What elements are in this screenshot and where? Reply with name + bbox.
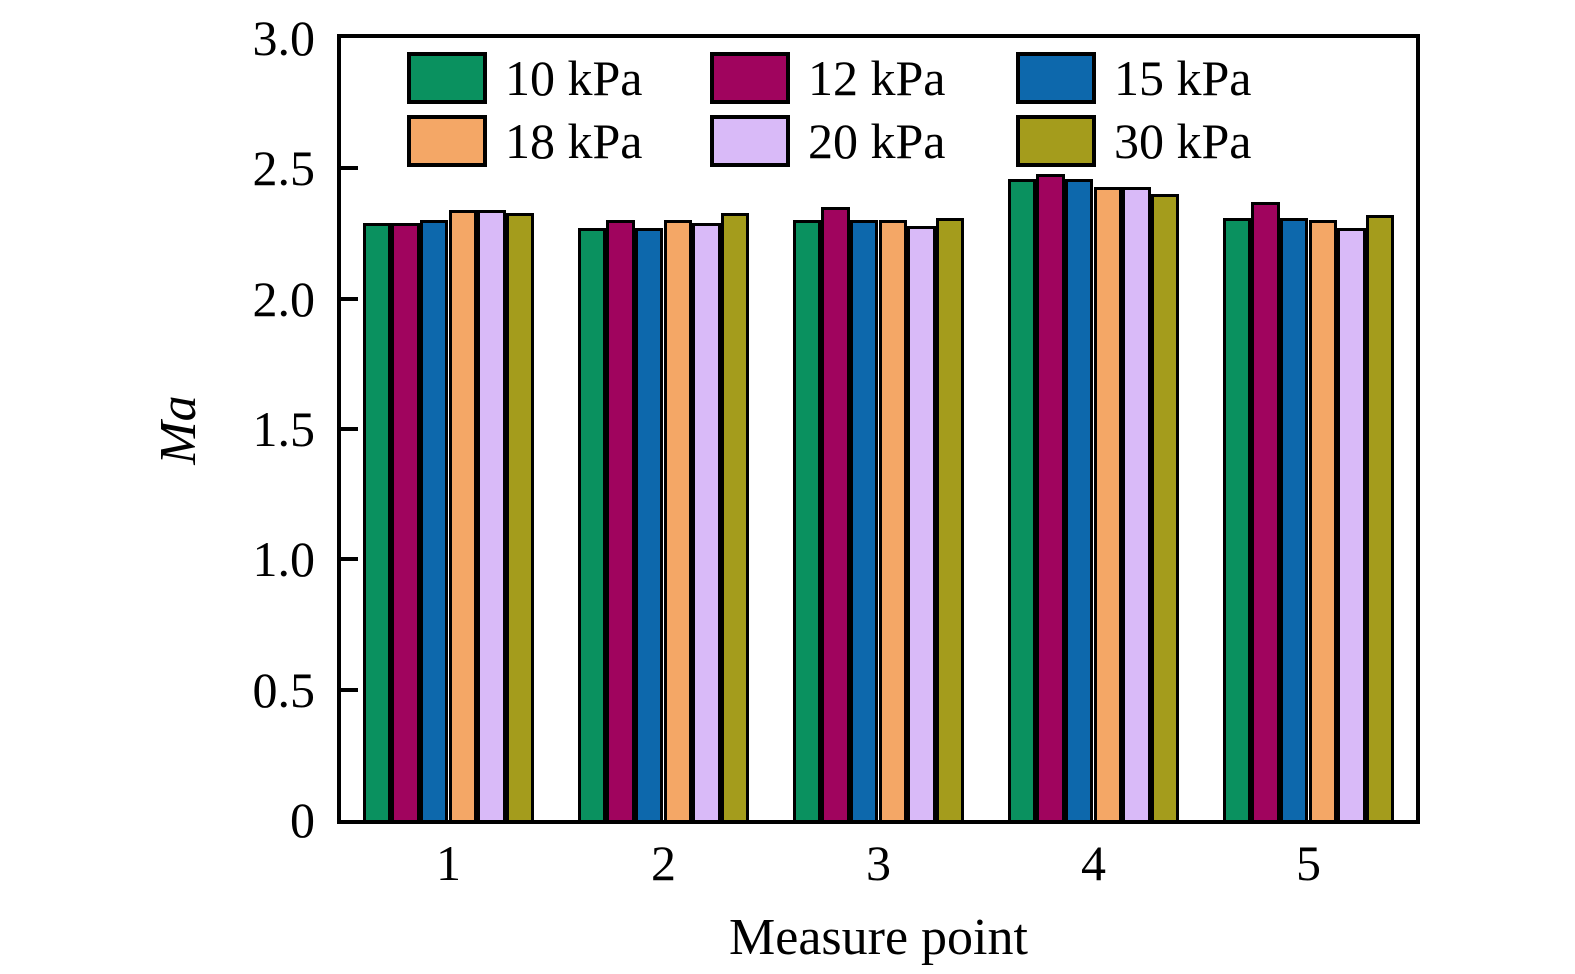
legend-label-15kpa: 15 kPa [1114, 50, 1252, 106]
y-tick-2.5 [341, 166, 358, 171]
legend-swatch-18kpa [407, 115, 487, 167]
legend-label-30kpa: 30 kPa [1114, 113, 1252, 169]
bar-18kpa-mp4 [1093, 186, 1123, 820]
legend-entry-18kpa: 18 kPa [407, 115, 643, 167]
bar-15kpa-mp3 [849, 220, 879, 820]
x-axis-label-text: Measure point [729, 909, 1028, 966]
bar-20kpa-mp5 [1337, 228, 1366, 820]
bar-10kpa-mp4 [1007, 178, 1037, 820]
legend-label-20kpa: 20 kPa [808, 113, 946, 169]
y-tick-1.5 [341, 427, 358, 431]
bar-30kpa-mp5 [1365, 215, 1395, 820]
bar-12kpa-mp1 [391, 223, 420, 820]
bar-18kpa-mp1 [448, 210, 478, 820]
bar-10kpa-mp1 [362, 223, 392, 820]
y-tick-label-2.5: 2.5 [252, 140, 316, 197]
x-tick-label-1: 1 [436, 835, 461, 891]
bar-20kpa-mp3 [907, 225, 936, 820]
bar-18kpa-mp2 [663, 220, 693, 820]
bar-15kpa-mp1 [419, 220, 449, 820]
bar-18kpa-mp5 [1308, 220, 1338, 820]
legend-entry-10kpa: 10 kPa [407, 52, 643, 104]
y-tick-label-2.0: 2.0 [252, 270, 316, 327]
legend-entry-20kpa: 20 kPa [710, 115, 946, 167]
bar-30kpa-mp3 [935, 217, 965, 820]
bar-15kpa-mp4 [1064, 178, 1094, 820]
bar-30kpa-mp4 [1150, 194, 1180, 820]
bar-30kpa-mp1 [505, 212, 535, 820]
bar-12kpa-mp3 [821, 207, 850, 820]
x-tick-label-5: 5 [1296, 835, 1321, 891]
y-tick-label-0.5: 0.5 [252, 661, 316, 718]
bar-12kpa-mp2 [606, 220, 635, 820]
legend-swatch-12kpa [710, 52, 790, 104]
legend-label-12kpa: 12 kPa [808, 50, 946, 106]
bar-10kpa-mp2 [577, 228, 607, 820]
x-axis-label: Measure point [337, 908, 1420, 967]
bar-12kpa-mp5 [1251, 202, 1280, 820]
x-tick-label-4: 4 [1081, 835, 1106, 891]
legend-swatch-10kpa [407, 52, 487, 104]
y-tick-label-0: 0 [290, 792, 315, 848]
y-tick-label-3.0: 3.0 [252, 10, 316, 66]
bar-20kpa-mp4 [1122, 186, 1151, 820]
bar-18kpa-mp3 [878, 220, 908, 820]
legend-swatch-15kpa [1016, 52, 1096, 104]
bar-15kpa-mp2 [634, 228, 664, 820]
legend-label-10kpa: 10 kPa [505, 50, 643, 106]
legend-entry-30kpa: 30 kPa [1016, 115, 1252, 167]
legend-swatch-20kpa [710, 115, 790, 167]
y-tick-label-1.0: 1.0 [252, 531, 316, 588]
bar-10kpa-mp3 [792, 220, 822, 820]
bar-20kpa-mp2 [692, 223, 721, 820]
y-tick-2.0 [341, 296, 358, 301]
bar-20kpa-mp1 [477, 210, 506, 820]
x-tick-label-2: 2 [651, 835, 676, 891]
legend-swatch-30kpa [1016, 115, 1096, 167]
bar-15kpa-mp5 [1279, 217, 1309, 820]
plot-area: 10 kPa 12 kPa 15 kPa 18 kPa 20 kPa 30 kPa [337, 34, 1420, 824]
y-tick-1.0 [341, 557, 358, 562]
bar-10kpa-mp5 [1222, 217, 1252, 820]
legend-entry-15kpa: 15 kPa [1016, 52, 1252, 104]
legend-label-18kpa: 18 kPa [505, 113, 643, 169]
y-tick-label-1.5: 1.5 [252, 401, 316, 457]
bar-30kpa-mp2 [720, 212, 750, 820]
x-tick-label-3: 3 [866, 835, 891, 891]
y-tick-0.5 [341, 687, 358, 692]
bar-12kpa-mp4 [1036, 173, 1065, 820]
legend-entry-12kpa: 12 kPa [710, 52, 946, 104]
